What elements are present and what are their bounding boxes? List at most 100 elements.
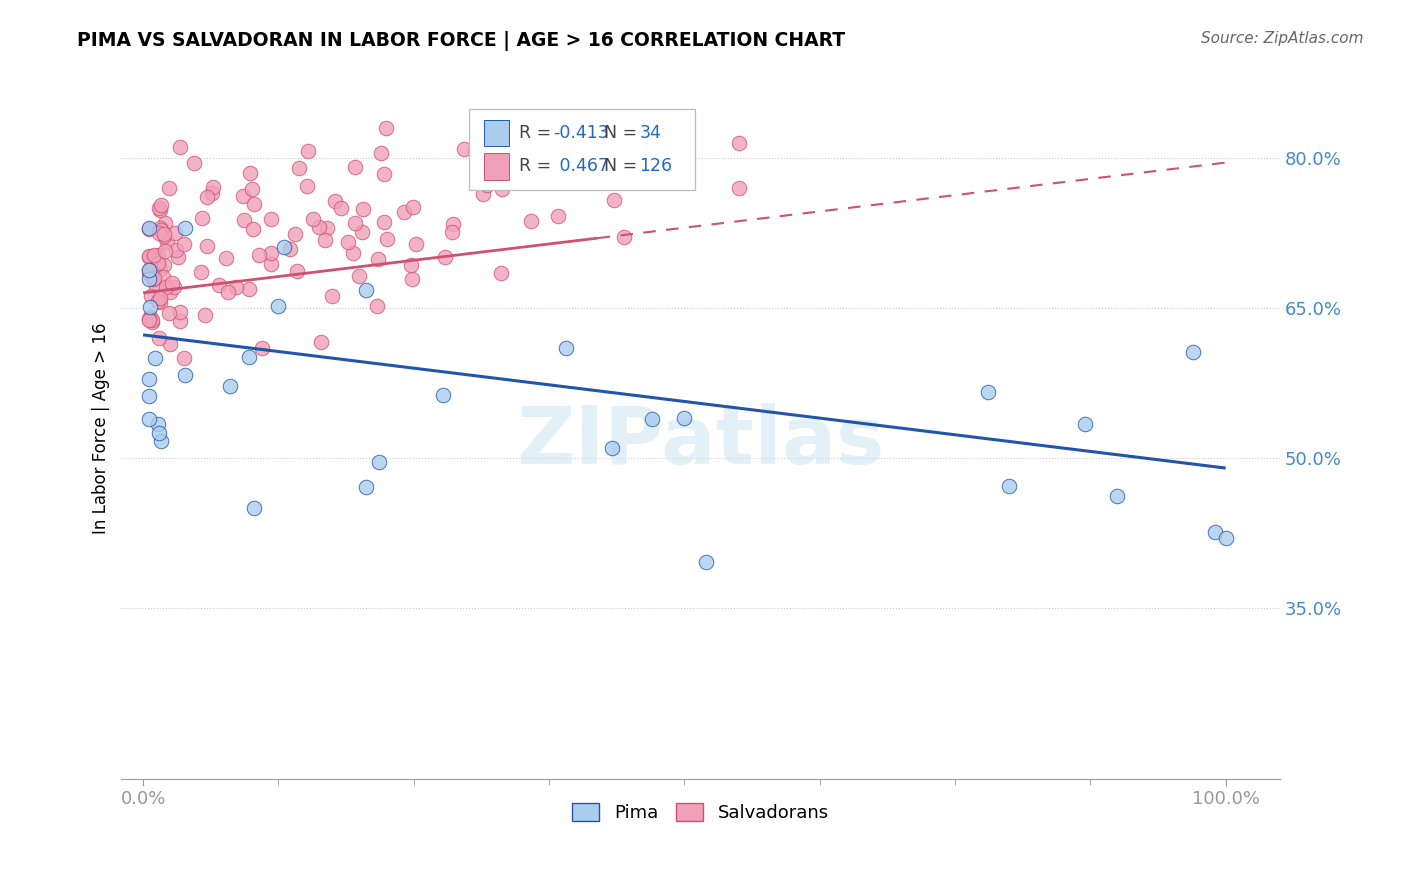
Text: 126: 126 bbox=[640, 157, 672, 175]
Point bbox=[641, 412, 664, 426]
Point bbox=[402, 200, 425, 214]
Point bbox=[343, 161, 366, 175]
Point bbox=[138, 263, 160, 277]
Point bbox=[148, 331, 170, 345]
Point bbox=[191, 211, 214, 226]
Point bbox=[998, 479, 1021, 493]
Point bbox=[153, 227, 176, 242]
Point bbox=[201, 186, 224, 201]
Text: ZIPatlas: ZIPatlas bbox=[516, 403, 884, 481]
Point bbox=[157, 181, 180, 195]
Text: R =: R = bbox=[519, 124, 557, 142]
Point bbox=[574, 170, 596, 185]
Point bbox=[173, 351, 195, 365]
Point bbox=[373, 167, 395, 181]
Point bbox=[613, 230, 636, 244]
Point bbox=[155, 280, 177, 294]
Point bbox=[297, 144, 319, 158]
Point bbox=[284, 227, 307, 242]
Point bbox=[141, 289, 163, 303]
Point bbox=[308, 219, 330, 234]
Point bbox=[302, 211, 325, 226]
Point bbox=[432, 388, 454, 402]
Point bbox=[208, 278, 231, 293]
Point bbox=[491, 181, 513, 195]
Point bbox=[169, 140, 191, 154]
Point bbox=[664, 175, 686, 189]
Point bbox=[1215, 531, 1237, 545]
Point bbox=[138, 300, 160, 314]
Point bbox=[349, 269, 371, 284]
Point bbox=[143, 351, 166, 366]
Point bbox=[354, 480, 377, 494]
Point bbox=[370, 145, 392, 160]
Point bbox=[232, 189, 254, 203]
Point bbox=[194, 308, 217, 322]
Point bbox=[600, 442, 623, 456]
Point bbox=[138, 222, 160, 236]
Point bbox=[405, 236, 427, 251]
Point bbox=[155, 244, 177, 258]
Point bbox=[273, 240, 295, 254]
Point bbox=[250, 342, 273, 356]
Point bbox=[153, 258, 176, 272]
Point bbox=[288, 161, 311, 175]
Text: N =: N = bbox=[605, 157, 643, 175]
Point bbox=[149, 261, 172, 276]
Point bbox=[354, 283, 377, 297]
Point bbox=[159, 337, 181, 351]
Point bbox=[367, 252, 389, 267]
Point bbox=[477, 178, 499, 193]
Point bbox=[976, 384, 998, 399]
Point bbox=[149, 434, 172, 448]
Bar bbox=[484, 153, 509, 179]
Point bbox=[169, 313, 191, 327]
Point bbox=[342, 246, 364, 260]
Point bbox=[195, 238, 218, 252]
Point bbox=[167, 250, 190, 264]
Point bbox=[148, 201, 170, 215]
Point bbox=[1107, 490, 1129, 504]
Point bbox=[143, 248, 166, 262]
Point bbox=[142, 272, 165, 286]
Point bbox=[260, 257, 283, 271]
Point bbox=[146, 294, 169, 309]
Point bbox=[190, 265, 212, 279]
Point bbox=[375, 120, 398, 135]
Point bbox=[148, 425, 170, 440]
Point bbox=[673, 411, 696, 425]
Point bbox=[174, 368, 197, 383]
Point bbox=[138, 263, 160, 277]
Point bbox=[152, 270, 174, 285]
Point bbox=[141, 315, 163, 329]
Point bbox=[401, 271, 423, 285]
Point bbox=[350, 225, 373, 239]
Point bbox=[138, 267, 160, 281]
Point bbox=[260, 211, 283, 226]
Text: N =: N = bbox=[605, 124, 643, 142]
FancyBboxPatch shape bbox=[470, 109, 695, 190]
Point bbox=[202, 180, 225, 194]
Point bbox=[603, 193, 626, 207]
Bar bbox=[484, 120, 509, 146]
Point bbox=[138, 372, 160, 386]
Point bbox=[143, 271, 166, 285]
Point bbox=[215, 251, 238, 265]
Point bbox=[392, 205, 415, 219]
Point bbox=[149, 294, 172, 309]
Point bbox=[321, 289, 343, 303]
Point bbox=[156, 235, 179, 250]
Point bbox=[157, 305, 180, 319]
Point bbox=[183, 156, 205, 170]
Point bbox=[367, 455, 389, 469]
Point bbox=[162, 277, 184, 291]
Point bbox=[309, 334, 332, 349]
Point bbox=[366, 299, 388, 313]
Point bbox=[149, 198, 172, 212]
Point bbox=[375, 232, 398, 246]
Point bbox=[163, 226, 186, 240]
Point bbox=[453, 142, 475, 156]
Point bbox=[441, 225, 464, 239]
Point bbox=[1182, 345, 1205, 359]
Point bbox=[489, 266, 512, 280]
